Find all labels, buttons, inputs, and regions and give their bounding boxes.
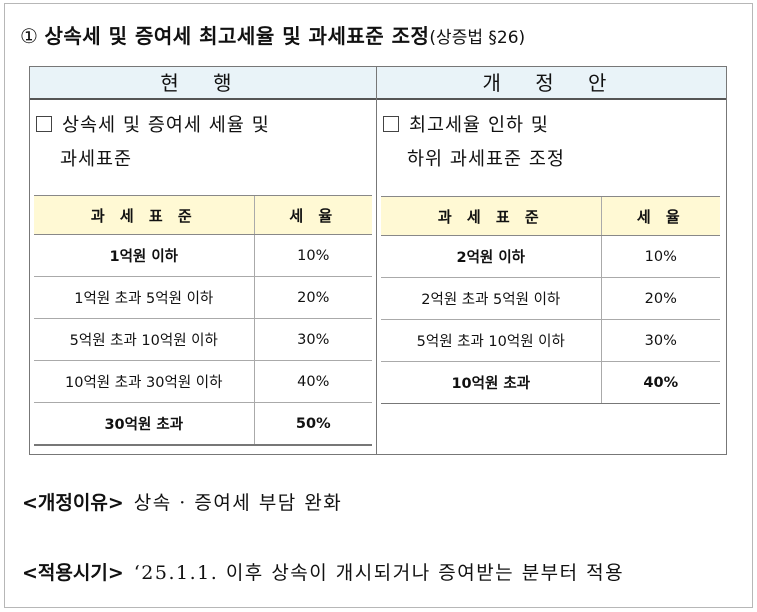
- proposed-column: 개 정 안 최고세율 인하 및 하위 과세표준 조정 과 세 표 준 세 율 2…: [377, 67, 726, 454]
- proposed-item-line1: 최고세율 인하 및: [409, 115, 549, 136]
- table-row: 1억원 이하 10%: [34, 234, 372, 277]
- table-header-row: 과 세 표 준 세 율: [34, 195, 372, 235]
- tax-rate-cell: 40%: [253, 360, 372, 403]
- tax-base-cell: 10억원 초과: [381, 361, 601, 404]
- table-row: 2억원 초과 5억원 이하 20%: [381, 277, 720, 320]
- tax-rate-cell: 20%: [253, 276, 372, 319]
- table-row: 10억원 초과 30억원 이하 40%: [34, 360, 372, 403]
- current-item: 상속세 및 증여세 세율 및 과세표준: [36, 109, 376, 177]
- proposed-rate-table: 과 세 표 준 세 율 2억원 이하 10% 2억원 초과 5억원 이하 20%…: [381, 196, 720, 404]
- revision-reason-text: 상속 · 증여세 부담 완화: [133, 492, 343, 514]
- tax-base-cell: 5억원 초과 10억원 이하: [34, 318, 254, 361]
- tax-base-cell: 1억원 초과 5억원 이하: [34, 276, 254, 319]
- tax-rate-cell: 30%: [253, 318, 372, 361]
- tax-base-cell: 10억원 초과 30억원 이하: [34, 360, 254, 403]
- checkbox-square-icon: [36, 116, 52, 132]
- tax-base-cell: 1억원 이하: [34, 234, 254, 277]
- tax-base-header: 과 세 표 준: [381, 196, 601, 236]
- law-reference: (상증법 §26): [429, 28, 526, 48]
- section-title-text: 상속세 및 증여세 최고세율 및 과세표준 조정: [44, 24, 430, 48]
- table-row: 30억원 초과 50%: [34, 402, 372, 446]
- current-rate-table: 과 세 표 준 세 율 1억원 이하 10% 1억원 초과 5억원 이하 20%…: [34, 195, 372, 446]
- comparison-table: 현 행 상속세 및 증여세 세율 및 과세표준 과 세 표 준 세 율 1억원 …: [29, 66, 727, 455]
- effective-date: <적용시기> ‘25.1.1. 이후 상속이 개시되거나 증여받는 분부터 적용: [22, 558, 624, 585]
- proposed-header: 개 정 안: [377, 67, 726, 100]
- current-header: 현 행: [30, 67, 376, 100]
- tax-rate-header: 세 율: [253, 195, 372, 235]
- proposed-item-line2: 하위 과세표준 조정: [407, 149, 565, 170]
- tax-rate-cell: 10%: [600, 235, 720, 278]
- tax-base-header: 과 세 표 준: [34, 195, 254, 235]
- current-item-line1: 상속세 및 증여세 세율 및: [62, 115, 270, 136]
- table-row: 1억원 초과 5억원 이하 20%: [34, 276, 372, 319]
- tax-rate-cell: 30%: [600, 319, 720, 362]
- tax-base-cell: 2억원 이하: [381, 235, 601, 278]
- proposed-item: 최고세율 인하 및 하위 과세표준 조정: [383, 109, 726, 177]
- revision-reason-label: <개정이유>: [22, 492, 124, 514]
- effective-date-text: ‘25.1.1. 이후 상속이 개시되거나 증여받는 분부터 적용: [133, 562, 625, 584]
- table-row: 2억원 이하 10%: [381, 235, 720, 278]
- checkbox-square-icon: [383, 116, 399, 132]
- table-row: 5억원 초과 10억원 이하 30%: [34, 318, 372, 361]
- section-title: ① 상속세 및 증여세 최고세율 및 과세표준 조정(상증법 §26): [20, 20, 525, 49]
- table-row: 5억원 초과 10억원 이하 30%: [381, 319, 720, 362]
- current-column: 현 행 상속세 및 증여세 세율 및 과세표준 과 세 표 준 세 율 1억원 …: [30, 67, 377, 454]
- table-row: 10억원 초과 40%: [381, 361, 720, 404]
- tax-rate-cell: 20%: [600, 277, 720, 320]
- tax-base-cell: 30억원 초과: [34, 402, 254, 446]
- effective-date-label: <적용시기>: [22, 562, 124, 584]
- current-item-line2: 과세표준: [60, 149, 133, 170]
- tax-rate-cell: 10%: [253, 234, 372, 277]
- tax-base-cell: 5억원 초과 10억원 이하: [381, 319, 601, 362]
- tax-rate-cell: 40%: [600, 361, 720, 404]
- document-frame: [4, 3, 753, 608]
- tax-rate-header: 세 율: [600, 196, 720, 236]
- tax-rate-cell: 50%: [253, 402, 372, 446]
- revision-reason: <개정이유> 상속 · 증여세 부담 완화: [22, 488, 342, 515]
- section-number: ①: [20, 24, 39, 48]
- tax-base-cell: 2억원 초과 5억원 이하: [381, 277, 601, 320]
- table-header-row: 과 세 표 준 세 율: [381, 196, 720, 236]
